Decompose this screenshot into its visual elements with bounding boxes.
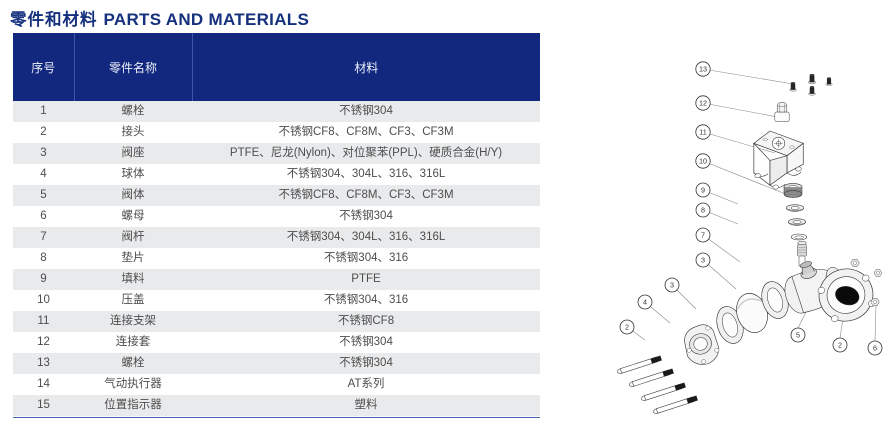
svg-text:3: 3 xyxy=(701,255,705,264)
svg-text:3: 3 xyxy=(670,280,674,289)
svg-text:8: 8 xyxy=(701,205,705,214)
svg-text:10: 10 xyxy=(699,157,707,166)
svg-text:2: 2 xyxy=(838,340,842,349)
svg-text:6: 6 xyxy=(873,343,877,352)
svg-text:11: 11 xyxy=(699,128,706,137)
svg-text:4: 4 xyxy=(643,297,647,306)
svg-text:9: 9 xyxy=(701,185,705,194)
svg-text:5: 5 xyxy=(796,330,800,339)
svg-text:13: 13 xyxy=(699,65,707,74)
svg-text:7: 7 xyxy=(701,230,705,239)
svg-text:2: 2 xyxy=(625,322,629,331)
svg-text:12: 12 xyxy=(699,99,707,108)
